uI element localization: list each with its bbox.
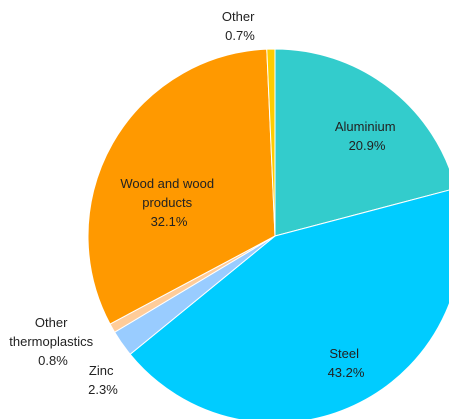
- label-steel: Steel: [329, 346, 359, 361]
- value-zinc: 2.3%: [88, 382, 118, 397]
- value-other-thermoplastics: 0.8%: [38, 353, 68, 368]
- svg-text:Steel 43.2%: Steel 43.2%: [328, 346, 365, 380]
- value-wood: 32.1%: [151, 214, 188, 229]
- pie-slice-other: [266, 48, 276, 237]
- label-other: Other: [222, 9, 255, 24]
- value-other: 0.7%: [225, 28, 255, 43]
- svg-text:Other 0.7%: Other 0.7%: [222, 9, 258, 43]
- value-steel: 43.2%: [328, 365, 365, 380]
- label-zinc: Zinc: [89, 363, 114, 378]
- label-wood-line2: products: [142, 195, 192, 210]
- label-aluminium: Aluminium: [335, 119, 396, 134]
- pie-slice-steel: [129, 189, 449, 419]
- svg-text:Zinc 2.3%: Zinc 2.3%: [88, 363, 118, 397]
- pie-slices: [87, 48, 449, 419]
- svg-text:Aluminium 20.9%: Aluminium 20.9%: [335, 119, 399, 153]
- label-wood-line1: Wood and wood: [120, 176, 214, 191]
- label-other-thermoplastics-line1: Other: [35, 315, 68, 330]
- label-other-thermoplastics-line2: thermoplastics: [9, 334, 93, 349]
- pie-slice-wood-and-wood-products: [87, 48, 276, 325]
- pie-slice-aluminium: [274, 48, 449, 237]
- svg-text:Wood and wood products: Wood and wood products 32.1%: [120, 176, 217, 229]
- value-aluminium: 20.9%: [349, 138, 386, 153]
- svg-text:Other thermoplastics 0: Other thermoplastics 0.8%: [9, 315, 96, 368]
